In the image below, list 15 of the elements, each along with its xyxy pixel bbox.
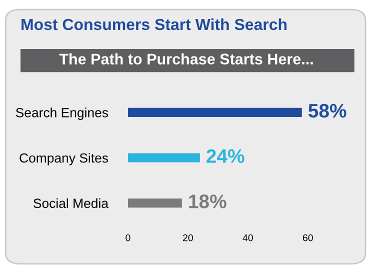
bar [128, 108, 302, 117]
x-tick-label: 0 [126, 234, 130, 242]
data-label: 24% [206, 149, 244, 163]
x-tick-label: 60 [302, 234, 313, 242]
chart-title: Most Consumers Start With Search [22, 18, 287, 30]
y-tick-label: Company Sites [20, 152, 108, 166]
bar [128, 153, 200, 162]
y-tick-label: Social Media [34, 198, 108, 208]
x-tick-label: 40 [242, 234, 253, 242]
bar [128, 198, 182, 208]
x-tick-label: 20 [183, 234, 193, 242]
data-label: 18% [189, 194, 226, 208]
chart-subtitle: The Path to Purchase Starts Here... [59, 53, 313, 64]
y-tick-label: Search Engines [16, 108, 108, 120]
data-label: 58% [308, 104, 346, 118]
